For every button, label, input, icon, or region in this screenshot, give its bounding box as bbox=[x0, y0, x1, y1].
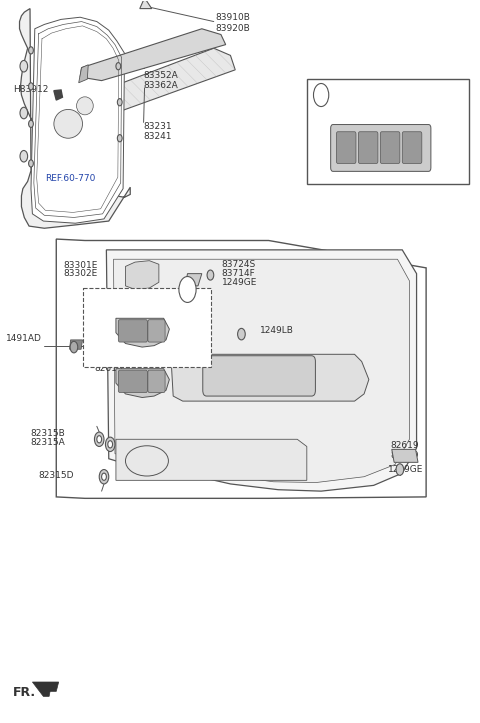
Text: a: a bbox=[318, 90, 324, 100]
FancyBboxPatch shape bbox=[336, 132, 356, 163]
FancyBboxPatch shape bbox=[148, 370, 165, 393]
Circle shape bbox=[313, 83, 329, 106]
Text: 83302E: 83302E bbox=[63, 269, 97, 278]
Text: 83910B: 83910B bbox=[215, 13, 250, 22]
Polygon shape bbox=[140, 0, 152, 9]
Circle shape bbox=[238, 328, 245, 340]
Circle shape bbox=[179, 276, 196, 302]
Text: (W/SIDE MANUAL): (W/SIDE MANUAL) bbox=[87, 288, 163, 298]
Polygon shape bbox=[54, 90, 62, 100]
FancyBboxPatch shape bbox=[148, 320, 165, 342]
Text: 1491AD: 1491AD bbox=[6, 334, 42, 343]
Text: 82610: 82610 bbox=[95, 364, 123, 373]
Text: H83912: H83912 bbox=[13, 85, 48, 94]
Text: a: a bbox=[184, 284, 191, 294]
Circle shape bbox=[29, 120, 34, 127]
Circle shape bbox=[396, 463, 404, 475]
Text: 83620B: 83620B bbox=[95, 308, 129, 317]
Polygon shape bbox=[107, 250, 417, 491]
Text: 83610B: 83610B bbox=[95, 299, 129, 309]
Circle shape bbox=[99, 469, 109, 484]
Circle shape bbox=[20, 61, 28, 72]
Circle shape bbox=[116, 63, 120, 70]
Circle shape bbox=[108, 441, 113, 448]
FancyBboxPatch shape bbox=[402, 132, 422, 163]
Polygon shape bbox=[80, 29, 226, 80]
Text: 93580C: 93580C bbox=[335, 90, 375, 100]
Text: 83714F: 83714F bbox=[222, 269, 256, 278]
Text: 82315A: 82315A bbox=[30, 438, 65, 448]
Polygon shape bbox=[116, 369, 169, 398]
Circle shape bbox=[97, 436, 102, 443]
Polygon shape bbox=[20, 9, 130, 228]
FancyBboxPatch shape bbox=[118, 320, 147, 342]
FancyBboxPatch shape bbox=[118, 370, 147, 393]
Text: 82629: 82629 bbox=[390, 450, 419, 460]
Circle shape bbox=[117, 134, 122, 142]
Ellipse shape bbox=[76, 97, 93, 115]
Text: 1249LB: 1249LB bbox=[260, 326, 294, 335]
Circle shape bbox=[117, 98, 122, 106]
Text: REF.60-770: REF.60-770 bbox=[45, 174, 96, 183]
Text: 83231: 83231 bbox=[144, 122, 172, 132]
Circle shape bbox=[20, 150, 28, 162]
Polygon shape bbox=[114, 260, 409, 482]
Circle shape bbox=[29, 160, 34, 167]
Text: 82315D: 82315D bbox=[38, 471, 74, 480]
Polygon shape bbox=[56, 239, 426, 498]
Polygon shape bbox=[125, 261, 159, 289]
Circle shape bbox=[70, 341, 78, 353]
Circle shape bbox=[20, 107, 28, 119]
Circle shape bbox=[102, 473, 107, 480]
Text: 83920B: 83920B bbox=[215, 25, 250, 33]
Polygon shape bbox=[56, 48, 235, 127]
Text: 83362A: 83362A bbox=[144, 80, 179, 90]
Text: 1249GE: 1249GE bbox=[388, 465, 423, 474]
Text: 83724S: 83724S bbox=[222, 260, 256, 269]
Polygon shape bbox=[33, 682, 59, 696]
Text: 82619: 82619 bbox=[390, 441, 419, 450]
FancyBboxPatch shape bbox=[331, 124, 431, 171]
Ellipse shape bbox=[125, 446, 168, 476]
Polygon shape bbox=[116, 440, 307, 480]
Polygon shape bbox=[70, 340, 83, 349]
Polygon shape bbox=[185, 273, 202, 286]
FancyBboxPatch shape bbox=[203, 356, 315, 396]
Ellipse shape bbox=[54, 109, 83, 138]
Text: 83241: 83241 bbox=[144, 132, 172, 142]
FancyBboxPatch shape bbox=[380, 132, 400, 163]
Text: 82315B: 82315B bbox=[30, 429, 65, 438]
Polygon shape bbox=[392, 450, 418, 462]
Polygon shape bbox=[79, 65, 88, 82]
Circle shape bbox=[207, 270, 214, 280]
Polygon shape bbox=[171, 354, 369, 401]
Text: 1249GE: 1249GE bbox=[222, 278, 257, 287]
Text: 83352A: 83352A bbox=[144, 71, 179, 80]
Text: 83301E: 83301E bbox=[63, 261, 98, 270]
Circle shape bbox=[95, 432, 104, 447]
Text: FR.: FR. bbox=[13, 686, 36, 699]
Polygon shape bbox=[31, 17, 124, 223]
Circle shape bbox=[106, 437, 115, 452]
Circle shape bbox=[29, 82, 34, 90]
Text: 82620: 82620 bbox=[95, 356, 123, 364]
Circle shape bbox=[29, 47, 34, 54]
Bar bbox=[307, 80, 469, 184]
FancyBboxPatch shape bbox=[359, 132, 378, 163]
Bar bbox=[83, 288, 211, 367]
Polygon shape bbox=[116, 318, 169, 347]
